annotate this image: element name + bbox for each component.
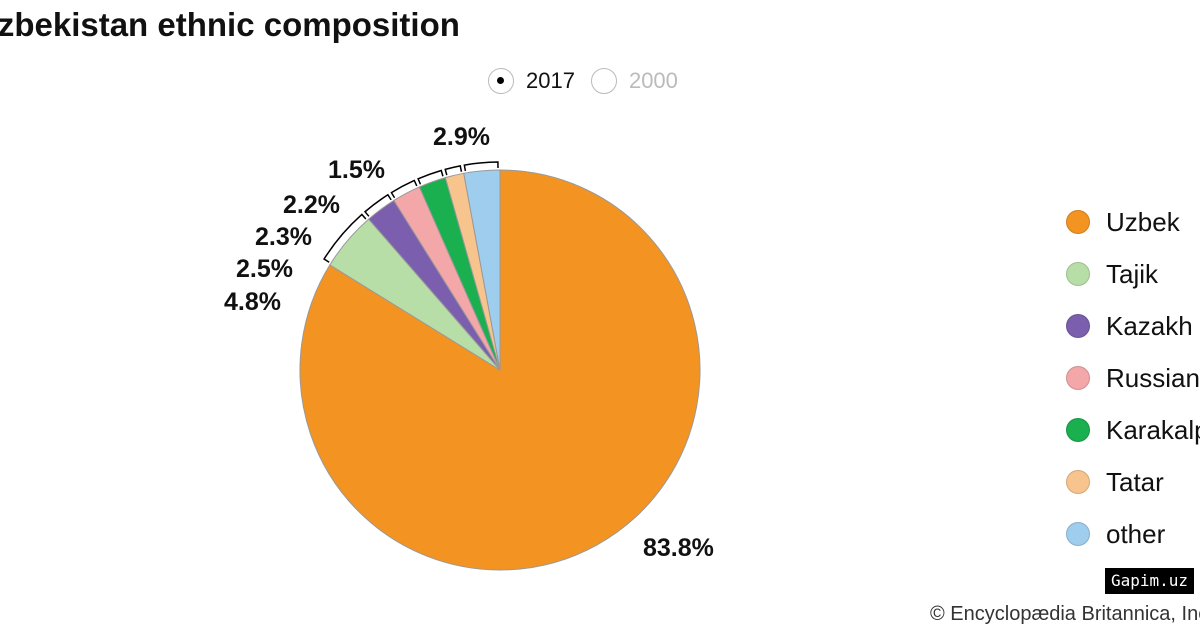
pie-slice-other[interactable] bbox=[463, 169, 501, 371]
copyright-credit: © Encyclopædia Britannica, Inc. bbox=[930, 603, 1200, 625]
legend-item-kazakh[interactable]: Kazakh bbox=[1066, 300, 1200, 352]
legend-label: other bbox=[1106, 518, 1166, 549]
year-label-2017[interactable]: 2017 bbox=[526, 68, 575, 93]
legend-swatch bbox=[1066, 314, 1090, 338]
legend-item-karakalpak[interactable]: Karakalpak bbox=[1066, 404, 1200, 456]
legend-label: Karakalpak bbox=[1106, 414, 1200, 445]
legend-item-russian[interactable]: Russian bbox=[1066, 352, 1200, 404]
legend-item-other[interactable]: other bbox=[1066, 508, 1200, 560]
label-bracket bbox=[463, 161, 499, 172]
label-bracket bbox=[444, 164, 463, 176]
year-label-2000[interactable]: 2000 bbox=[628, 68, 678, 93]
legend-swatch bbox=[1066, 522, 1090, 546]
legend-item-tajik[interactable]: Tajik bbox=[1066, 248, 1200, 300]
chart-title: Uzbekistan ethnic composition bbox=[0, 6, 460, 43]
legend-label: Russian bbox=[1106, 362, 1200, 393]
legend-item-tatar[interactable]: Tatar bbox=[1066, 456, 1200, 508]
label-bracket bbox=[323, 213, 367, 263]
legend-item-uzbek[interactable]: Uzbek bbox=[1066, 196, 1200, 248]
data-label-tatar: 1.5% bbox=[328, 156, 385, 184]
radio-2000[interactable] bbox=[590, 68, 617, 94]
year-selector: 2017 2000 bbox=[488, 68, 694, 94]
legend-swatch bbox=[1066, 470, 1090, 494]
watermark: Gapim.uz bbox=[1104, 568, 1194, 594]
legend-label: Uzbek bbox=[1106, 206, 1180, 237]
legend: Uzbek Tajik Kazakh Russian Karakalpak Ta… bbox=[1066, 196, 1200, 560]
legend-label: Kazakh bbox=[1106, 310, 1193, 341]
legend-swatch bbox=[1066, 262, 1090, 286]
radio-2017[interactable] bbox=[488, 68, 514, 94]
data-label-tajik: 4.8% bbox=[224, 288, 281, 316]
label-bracket bbox=[363, 193, 392, 217]
data-label-uzbek: 83.8% bbox=[643, 534, 714, 562]
data-label-russian: 2.3% bbox=[255, 223, 312, 251]
legend-swatch bbox=[1066, 210, 1090, 234]
legend-swatch bbox=[1066, 366, 1090, 390]
legend-label: Tajik bbox=[1106, 258, 1159, 289]
data-label-kazakh: 2.5% bbox=[236, 255, 293, 283]
legend-label: Tatar bbox=[1106, 466, 1164, 497]
data-label-karakalpak: 2.2% bbox=[283, 191, 340, 219]
legend-swatch bbox=[1066, 418, 1090, 442]
data-label-other: 2.9% bbox=[433, 123, 490, 151]
label-bracket bbox=[390, 179, 418, 199]
label-bracket bbox=[417, 169, 444, 185]
